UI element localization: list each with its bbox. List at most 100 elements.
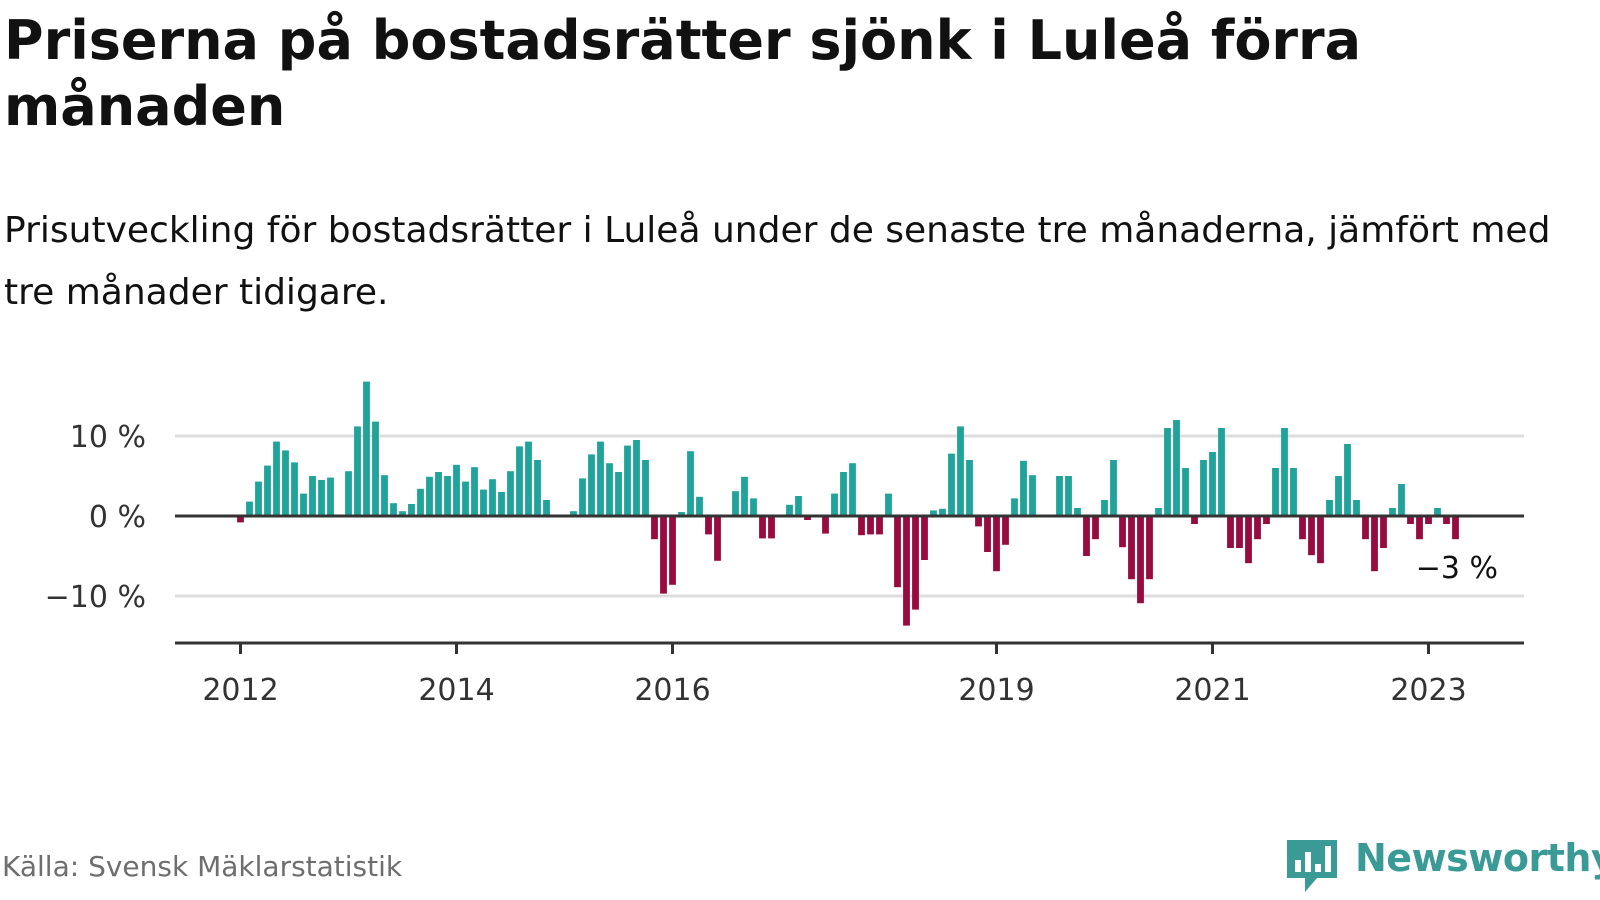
bar: [1137, 516, 1144, 604]
bar: [606, 463, 613, 516]
bar: [1155, 508, 1162, 516]
last-value-annotation: −3 %: [1416, 551, 1498, 586]
bar: [921, 516, 928, 560]
x-tick-label: 2023: [1390, 673, 1466, 708]
bar: [363, 381, 370, 516]
bar: [1002, 516, 1009, 545]
bar: [678, 512, 685, 516]
bar: [462, 481, 469, 516]
bar: [417, 488, 424, 516]
bar: [372, 421, 379, 516]
bar: [948, 453, 955, 516]
bar: [1380, 516, 1387, 548]
chart-title: Priserna på bostadsrätter sjönk i Luleå …: [4, 9, 1362, 138]
bar: [273, 441, 280, 516]
bar: [1119, 516, 1126, 548]
bar: [381, 475, 388, 516]
bar: [246, 501, 253, 516]
bar: [444, 476, 451, 516]
bar: [1074, 508, 1081, 516]
bar: [597, 441, 604, 516]
bar: [309, 476, 316, 516]
bar: [876, 516, 883, 535]
bar: [1227, 516, 1234, 548]
bar-chart: 10 % 0 % −10 % 2012 2014 2016 2019 2021 2023 −3 %: [45, 381, 1524, 708]
bar: [642, 460, 649, 516]
bar: [732, 491, 739, 516]
bar: [1398, 484, 1405, 516]
bar: [291, 462, 298, 516]
bar: [318, 480, 325, 516]
bar: [1182, 468, 1189, 516]
bar: [1083, 516, 1090, 556]
bar: [1245, 516, 1252, 564]
bar: [507, 471, 514, 516]
bar: [498, 492, 505, 516]
bar: [534, 460, 541, 516]
bar: [795, 496, 802, 516]
bar: [957, 426, 964, 516]
bar: [1299, 516, 1306, 540]
bar: [966, 460, 973, 516]
bar: [1281, 428, 1288, 516]
bar: [1416, 516, 1423, 540]
bar: [903, 516, 910, 626]
x-tick-label: 2019: [958, 673, 1034, 708]
bar: [426, 476, 433, 516]
y-tick-label: 0 %: [89, 500, 146, 535]
bar: [885, 493, 892, 516]
bar: [1128, 516, 1135, 580]
bar: [390, 503, 397, 516]
bar: [750, 498, 757, 516]
bar: [1191, 516, 1198, 524]
bar: [894, 516, 901, 588]
bar: [1056, 476, 1063, 516]
y-tick-label: −10 %: [45, 580, 146, 615]
bar: [1200, 460, 1207, 516]
bar: [687, 451, 694, 516]
bar: [1065, 476, 1072, 516]
bar: [453, 464, 460, 516]
bar: [1110, 460, 1117, 516]
bar: [282, 450, 289, 516]
bar: [489, 479, 496, 516]
bar: [1218, 428, 1225, 516]
x-tick-label: 2021: [1174, 673, 1250, 708]
bar: [1425, 516, 1432, 524]
bar: [1452, 516, 1459, 540]
bar: [525, 441, 532, 516]
x-tick-label: 2012: [202, 673, 278, 708]
bar: [588, 454, 595, 516]
bar: [984, 516, 991, 552]
bar: [543, 500, 550, 516]
bar: [867, 516, 874, 535]
bar: [435, 472, 442, 516]
bar: [831, 493, 838, 516]
bar: [786, 504, 793, 516]
bar: [660, 516, 667, 594]
bar: [300, 493, 307, 516]
bar: [570, 511, 577, 516]
bar: [651, 516, 658, 540]
bar: [1263, 516, 1270, 524]
bar: [255, 481, 262, 516]
bar: [768, 516, 775, 539]
bar: [759, 516, 766, 539]
bar: [993, 516, 1000, 572]
bar: [1254, 516, 1261, 540]
bar: [516, 446, 523, 516]
bar: [1308, 516, 1315, 556]
x-tick-label: 2014: [418, 673, 494, 708]
bar: [1353, 500, 1360, 516]
bar: [975, 516, 982, 527]
bar: [849, 463, 856, 516]
bar: [471, 467, 478, 516]
bar: [1236, 516, 1243, 548]
bar: [912, 516, 919, 610]
bar: [1335, 476, 1342, 516]
bar: [1389, 508, 1396, 516]
source-note: Källa: Svensk Mäklarstatistik: [2, 850, 403, 883]
bar: [1029, 475, 1036, 516]
bar: [354, 426, 361, 516]
bar: [1290, 468, 1297, 516]
